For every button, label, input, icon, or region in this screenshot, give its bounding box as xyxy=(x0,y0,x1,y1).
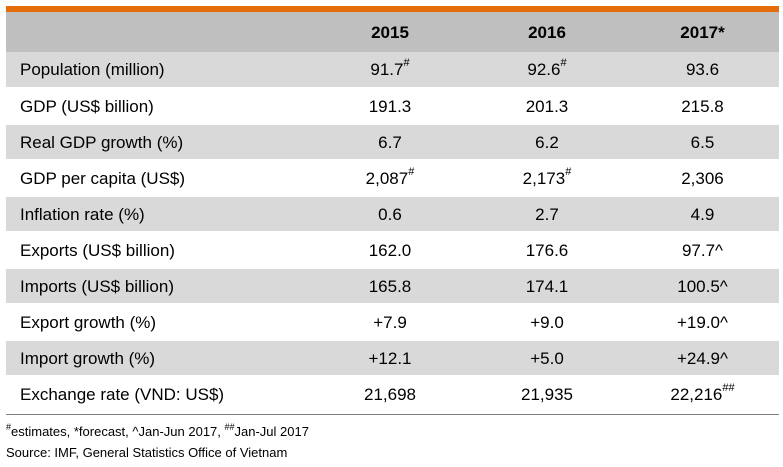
value-text: +9.0 xyxy=(530,312,564,332)
value-text: 165.8 xyxy=(368,276,412,296)
value-text: 22,216 xyxy=(670,384,723,404)
value-text: 4.9 xyxy=(690,204,715,224)
value-text: 93.6 xyxy=(685,60,720,79)
value-text: 2,306 xyxy=(681,168,724,188)
value-text: 215.8 xyxy=(681,96,724,116)
value-cell: 2,173# xyxy=(468,160,626,197)
value-cell: 91.7# xyxy=(312,52,468,89)
value-cell: +5.0 xyxy=(468,340,626,377)
value-superscript: # xyxy=(560,57,567,70)
row-label: Export growth (%) xyxy=(6,304,312,341)
value-cell: +9.0 xyxy=(468,304,626,341)
value-text: 6.5 xyxy=(690,132,715,152)
value-cell: 4.9 xyxy=(626,196,779,233)
row-label: Import growth (%) xyxy=(6,340,312,377)
row-label: Population (million) xyxy=(6,52,312,89)
table-row: Inflation rate (%) 0.6 2.7 4.9 xyxy=(6,196,779,233)
value-cell: 92.6# xyxy=(468,52,626,89)
value-text: 21,698 xyxy=(364,384,416,404)
value-cell: 97.7^ xyxy=(626,232,779,269)
table-row: Import growth (%) +12.1 +5.0 +24.9^ xyxy=(6,340,779,377)
row-label: Inflation rate (%) xyxy=(6,196,312,233)
value-cell: +7.9 xyxy=(312,304,468,341)
value-cell: 6.2 xyxy=(468,124,626,161)
value-superscript: ## xyxy=(722,381,735,394)
footnote-sup-estimates: # xyxy=(6,421,12,432)
footnote-sup-jan-jul: ## xyxy=(224,421,235,432)
row-label: Imports (US$ billion) xyxy=(6,268,312,305)
table-row: Exports (US$ billion) 162.0 176.6 97.7^ xyxy=(6,232,779,269)
value-text: 162.0 xyxy=(368,240,412,260)
value-text: 174.1 xyxy=(525,276,569,296)
value-cell: 191.3 xyxy=(312,88,468,125)
value-cell: 162.0 xyxy=(312,232,468,269)
value-cell: 2.7 xyxy=(468,196,626,233)
value-text: 0.6 xyxy=(378,204,402,224)
table-row: GDP per capita (US$) 2,087# 2,173# 2,306 xyxy=(6,160,779,197)
table-bottom-rule xyxy=(6,414,779,415)
value-text: +19.0^ xyxy=(677,312,728,332)
value-cell: 215.8 xyxy=(626,88,779,125)
value-text: 92.6 xyxy=(527,60,561,79)
table-row: Export growth (%) +7.9 +9.0 +19.0^ xyxy=(6,304,779,341)
header-cell-2015: 2015 xyxy=(312,12,468,52)
header-cell-2016: 2016 xyxy=(468,12,626,52)
value-cell: 201.3 xyxy=(468,88,626,125)
value-cell: +19.0^ xyxy=(626,304,779,341)
value-superscript: # xyxy=(408,165,415,178)
value-cell: 2,087# xyxy=(312,160,468,197)
footnote-text-main: estimates, *forecast, ^Jan-Jun 2017, xyxy=(11,424,225,439)
value-text: 201.3 xyxy=(525,96,569,116)
table-row: Imports (US$ billion) 165.8 174.1 100.5^ xyxy=(6,268,779,305)
header-cell-indicator xyxy=(6,12,312,52)
table-row: GDP (US$ billion) 191.3 201.3 215.8 xyxy=(6,88,779,125)
row-label: Real GDP growth (%) xyxy=(6,124,312,161)
row-label: Exchange rate (VND: US$) xyxy=(6,376,312,413)
value-cell: 6.5 xyxy=(626,124,779,161)
value-cell: 176.6 xyxy=(468,232,626,269)
table-row: Real GDP growth (%) 6.7 6.2 6.5 xyxy=(6,124,779,161)
value-text: 191.3 xyxy=(368,96,412,116)
value-cell: 0.6 xyxy=(312,196,468,233)
value-cell: 21,935 xyxy=(468,376,626,413)
value-text: 176.6 xyxy=(525,240,569,260)
footnote-legend: #estimates, *forecast, ^Jan-Jun 2017, ##… xyxy=(6,421,309,439)
table-header-row: 2015 2016 2017* xyxy=(6,12,779,52)
value-text: 91.7 xyxy=(370,60,404,79)
value-cell: 22,216## xyxy=(626,376,779,413)
value-text: 2,173 xyxy=(522,168,566,188)
value-text: +7.9 xyxy=(373,312,407,332)
table-row: Exchange rate (VND: US$) 21,698 21,935 22,2… xyxy=(6,376,779,413)
value-text: 6.2 xyxy=(535,132,559,152)
footnote-text-jan-jul: Jan-Jul 2017 xyxy=(234,424,309,439)
value-text: +5.0 xyxy=(530,348,564,368)
value-cell: 21,698 xyxy=(312,376,468,413)
value-cell: 93.6 xyxy=(626,52,779,89)
value-superscript: # xyxy=(403,57,410,70)
row-label: GDP per capita (US$) xyxy=(6,160,312,197)
row-label: GDP (US$ billion) xyxy=(6,88,312,125)
economic-indicators-table: 2015 2016 2017* Population (million) 91.7… xyxy=(6,12,779,413)
value-text: 2,087 xyxy=(365,168,409,188)
value-text: +24.9^ xyxy=(677,348,728,368)
value-text: 100.5^ xyxy=(677,276,728,296)
value-superscript: # xyxy=(565,165,572,178)
table-row: Population (million) 91.7# 92.6# 93.6 xyxy=(6,52,779,89)
value-cell: 174.1 xyxy=(468,268,626,305)
row-label: Exports (US$ billion) xyxy=(6,232,312,269)
value-text: 97.7^ xyxy=(681,240,724,260)
value-text: 21,935 xyxy=(521,384,573,404)
header-accent-bar xyxy=(6,6,779,12)
value-cell: 6.7 xyxy=(312,124,468,161)
value-cell: 100.5^ xyxy=(626,268,779,305)
value-cell: 165.8 xyxy=(312,268,468,305)
value-cell: 2,306 xyxy=(626,160,779,197)
value-cell: +12.1 xyxy=(312,340,468,377)
value-text: 6.7 xyxy=(378,132,402,152)
value-cell: +24.9^ xyxy=(626,340,779,377)
value-text: +12.1 xyxy=(368,348,412,368)
source-note: Source: IMF, General Statistics Office o… xyxy=(6,445,288,460)
header-cell-2017: 2017* xyxy=(626,12,779,52)
value-text: 2.7 xyxy=(535,204,559,224)
